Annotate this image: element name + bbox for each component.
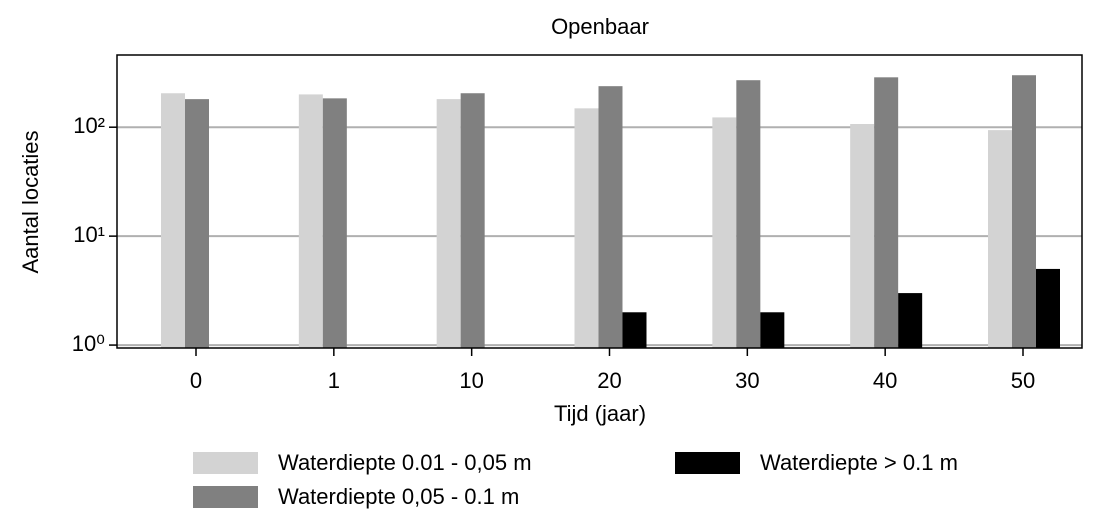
bar: [322, 98, 347, 348]
y-axis-label: Aantal locaties: [18, 130, 43, 273]
x-tick-label: 50: [1011, 368, 1035, 393]
x-tick-label: 20: [597, 368, 621, 393]
bar: [712, 117, 737, 348]
bar: [185, 99, 209, 348]
y-tick-label: 10⁰: [72, 331, 105, 356]
x-tick-label: 1: [328, 368, 340, 393]
bar: [850, 123, 875, 348]
legend-swatch: [193, 452, 258, 474]
legend-swatch: [675, 452, 740, 474]
bar: [736, 80, 761, 348]
bar: [898, 293, 923, 348]
bar: [874, 77, 899, 349]
y-tick-label: 10¹: [73, 222, 105, 247]
bar: [988, 130, 1012, 348]
x-tick-label: 10: [459, 368, 483, 393]
legend-label: Waterdiepte > 0.1 m: [760, 450, 958, 475]
bar: [598, 86, 623, 348]
x-tick-label: 0: [190, 368, 202, 393]
bar: [622, 312, 647, 348]
x-tick-label: 30: [735, 368, 759, 393]
bar: [1036, 268, 1060, 348]
bar: [574, 108, 599, 348]
x-tick-label: 40: [873, 368, 897, 393]
bar: [1012, 75, 1036, 348]
bar: [161, 93, 185, 348]
bar: [760, 312, 785, 348]
y-tick-label: 10²: [73, 113, 105, 138]
plot-frame: [116, 54, 1083, 349]
legend-swatch: [193, 486, 258, 508]
x-axis-label: Tijd (jaar): [554, 401, 646, 426]
legend-label: Waterdiepte 0,05 - 0.1 m: [278, 484, 519, 509]
bar: [436, 99, 461, 348]
bar: [298, 94, 323, 348]
chart-title: Openbaar: [551, 14, 649, 39]
legend-label: Waterdiepte 0.01 - 0,05 m: [278, 450, 532, 475]
bar: [460, 93, 485, 348]
